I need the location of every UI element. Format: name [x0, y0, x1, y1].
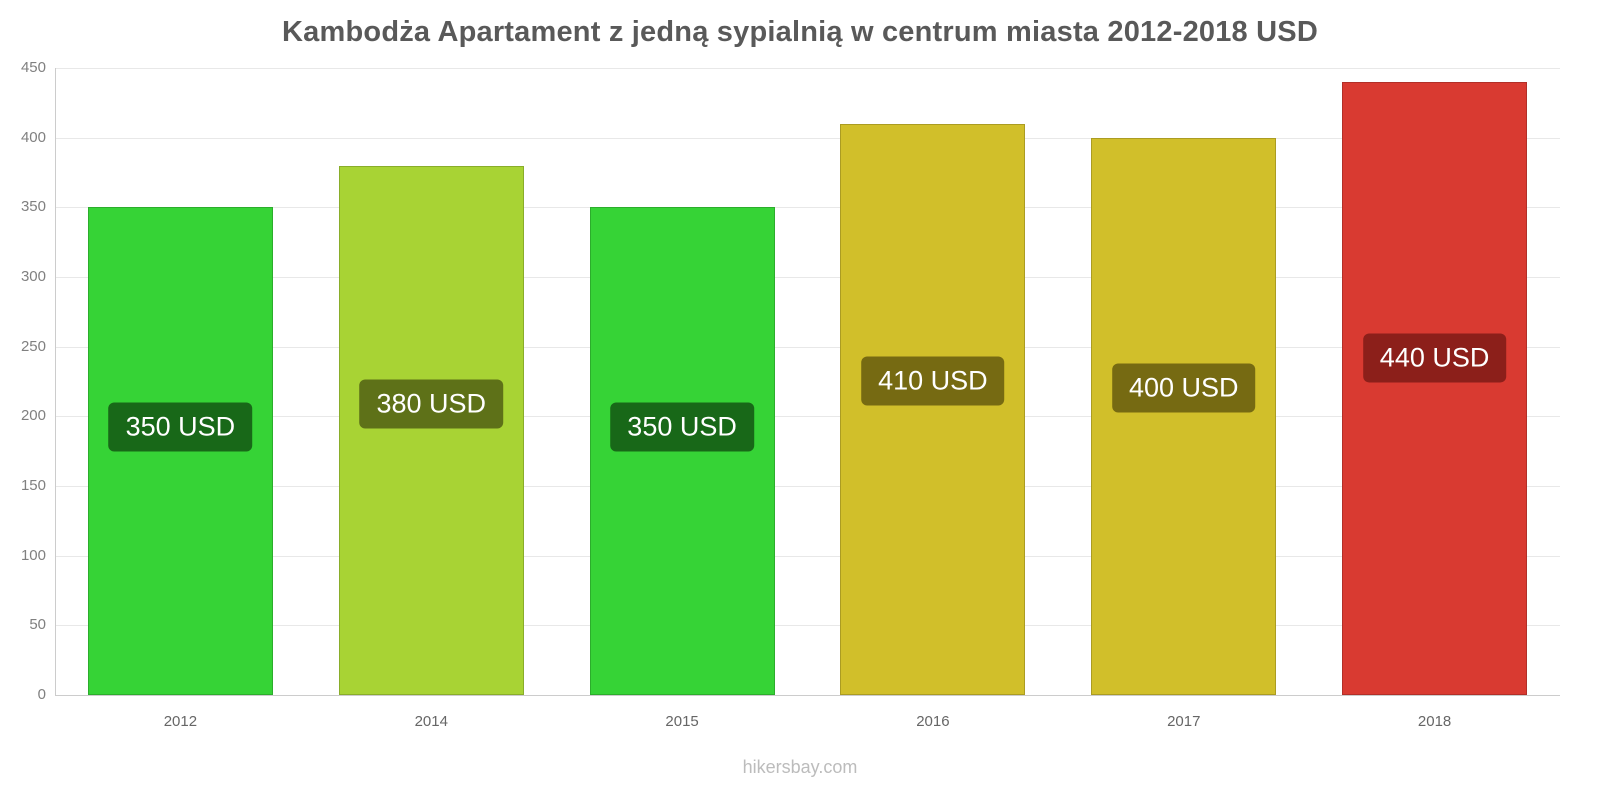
- x-axis-tick-label: 2017: [1167, 713, 1201, 730]
- bar-value-label: 350 USD: [108, 402, 253, 452]
- bar-2017: [1091, 137, 1277, 695]
- gridline: [55, 346, 1560, 348]
- x-axis-tick-label: 2016: [916, 713, 950, 730]
- x-axis-tick-label: 2018: [1417, 713, 1452, 730]
- bar-value-label: 410 USD: [861, 356, 1005, 406]
- bar-2018: [1342, 81, 1528, 695]
- bar-value-label: 440 USD: [1362, 333, 1507, 383]
- y-axis-tick-label: 100: [20, 546, 46, 564]
- gridline: [55, 137, 1560, 139]
- bar-value-label: 350 USD: [610, 402, 754, 452]
- y-axis-tick-label: 250: [20, 337, 46, 355]
- y-axis-tick-label: 350: [20, 198, 46, 216]
- x-axis-line: [55, 695, 1560, 696]
- y-axis-tick-label: 0: [37, 686, 46, 703]
- footer-link[interactable]: hikersbay.com: [742, 757, 858, 777]
- x-axis-tick-label: 2012: [163, 713, 198, 730]
- bar-value-label: 400 USD: [1111, 363, 1256, 413]
- y-axis-tick-label: 50: [29, 616, 46, 634]
- y-axis-tick-label: 450: [20, 59, 46, 76]
- gridline: [55, 207, 1560, 209]
- gridline: [55, 68, 1560, 69]
- y-axis-tick-label: 400: [20, 128, 46, 146]
- gridline: [55, 555, 1560, 557]
- bar-2016: [840, 123, 1026, 695]
- gridline: [55, 625, 1560, 627]
- x-axis-tick-label: 2015: [665, 713, 699, 730]
- bar-2014: [338, 165, 524, 695]
- gridline: [55, 277, 1560, 278]
- y-axis-line: [55, 68, 56, 695]
- x-axis-tick-label: 2014: [414, 713, 448, 730]
- bar-value-label: 380 USD: [359, 379, 504, 429]
- gridline: [55, 416, 1560, 418]
- y-axis-tick-label: 150: [20, 477, 46, 494]
- y-axis-tick-label: 300: [20, 268, 46, 285]
- chart-title: Kambodża Apartament z jedną sypialnią w …: [282, 16, 1318, 48]
- y-axis-tick-label: 200: [20, 407, 46, 425]
- gridline: [55, 486, 1560, 487]
